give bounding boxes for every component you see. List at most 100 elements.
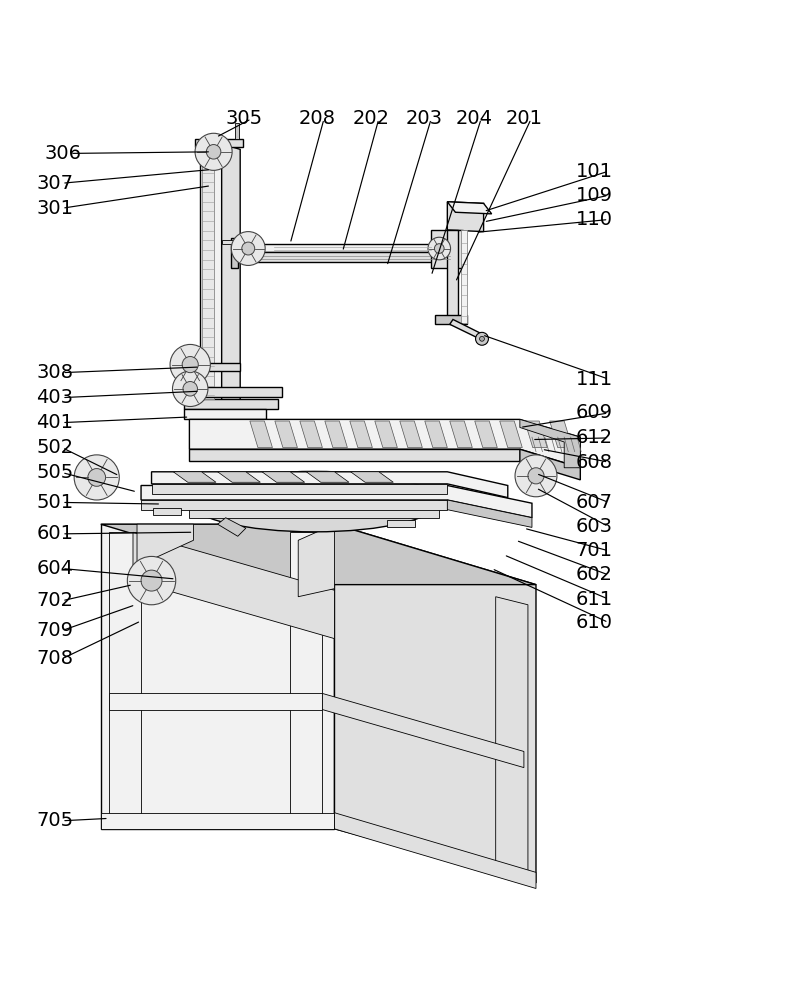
Circle shape	[428, 237, 451, 260]
Polygon shape	[387, 520, 415, 527]
Text: 403: 403	[36, 388, 73, 407]
Circle shape	[434, 244, 444, 253]
Polygon shape	[101, 524, 536, 585]
Polygon shape	[195, 139, 243, 147]
Text: 603: 603	[575, 517, 613, 536]
Polygon shape	[101, 524, 334, 829]
Polygon shape	[218, 472, 260, 482]
Polygon shape	[141, 500, 447, 510]
Polygon shape	[141, 485, 532, 518]
Circle shape	[231, 232, 265, 265]
Polygon shape	[300, 421, 322, 448]
Text: 109: 109	[575, 186, 613, 205]
Ellipse shape	[189, 471, 439, 532]
Circle shape	[170, 344, 210, 385]
Text: 301: 301	[36, 199, 73, 218]
Circle shape	[141, 570, 162, 591]
Polygon shape	[375, 421, 397, 448]
Circle shape	[74, 455, 119, 500]
Text: 401: 401	[36, 413, 73, 432]
Polygon shape	[447, 202, 484, 232]
Text: 208: 208	[298, 109, 335, 128]
Polygon shape	[496, 597, 528, 879]
Polygon shape	[101, 813, 334, 829]
Text: 602: 602	[575, 565, 613, 584]
Text: 609: 609	[575, 403, 613, 422]
Polygon shape	[231, 238, 238, 268]
Text: 502: 502	[36, 438, 73, 457]
Polygon shape	[218, 518, 246, 536]
Polygon shape	[425, 421, 447, 448]
Polygon shape	[184, 409, 266, 419]
Polygon shape	[461, 230, 467, 323]
Polygon shape	[133, 532, 334, 639]
Text: 611: 611	[575, 590, 613, 609]
Polygon shape	[475, 421, 497, 448]
Polygon shape	[200, 144, 222, 403]
Text: 307: 307	[36, 174, 73, 193]
Polygon shape	[275, 421, 297, 448]
Polygon shape	[400, 421, 422, 448]
Polygon shape	[137, 524, 193, 566]
Polygon shape	[435, 315, 467, 324]
Text: 101: 101	[575, 162, 613, 181]
Text: 612: 612	[575, 428, 613, 447]
Polygon shape	[520, 449, 580, 480]
Circle shape	[480, 336, 484, 341]
Polygon shape	[184, 387, 282, 397]
Polygon shape	[525, 421, 547, 448]
Polygon shape	[447, 202, 492, 214]
Polygon shape	[322, 693, 524, 768]
Text: 202: 202	[353, 109, 390, 128]
Polygon shape	[500, 421, 522, 448]
Text: 709: 709	[36, 621, 73, 640]
Polygon shape	[184, 399, 278, 409]
Polygon shape	[450, 421, 472, 448]
Polygon shape	[173, 472, 216, 482]
Polygon shape	[298, 524, 334, 597]
Polygon shape	[306, 472, 349, 482]
Polygon shape	[152, 484, 447, 494]
Polygon shape	[222, 144, 240, 409]
Text: 501: 501	[36, 493, 73, 512]
Polygon shape	[334, 524, 536, 883]
Polygon shape	[222, 240, 238, 244]
Polygon shape	[238, 244, 450, 252]
Circle shape	[515, 455, 557, 497]
Polygon shape	[351, 472, 393, 482]
Circle shape	[127, 556, 176, 605]
Polygon shape	[189, 449, 520, 461]
Circle shape	[183, 382, 197, 396]
Text: 505: 505	[36, 463, 73, 482]
Polygon shape	[334, 813, 536, 888]
Text: 705: 705	[36, 811, 73, 830]
Circle shape	[182, 357, 198, 373]
Text: 305: 305	[226, 109, 263, 128]
Polygon shape	[200, 363, 240, 371]
Text: 708: 708	[36, 649, 73, 668]
Text: 308: 308	[36, 363, 73, 382]
Polygon shape	[189, 504, 439, 518]
Polygon shape	[235, 123, 239, 139]
Circle shape	[195, 133, 232, 170]
Polygon shape	[290, 532, 322, 829]
Polygon shape	[238, 252, 450, 262]
Text: 604: 604	[36, 559, 73, 578]
Text: 201: 201	[505, 109, 542, 128]
Polygon shape	[250, 421, 272, 448]
Circle shape	[172, 371, 208, 407]
Polygon shape	[350, 421, 372, 448]
Polygon shape	[153, 508, 181, 515]
Polygon shape	[109, 693, 322, 710]
Text: 701: 701	[575, 541, 613, 560]
Polygon shape	[325, 421, 347, 448]
Polygon shape	[447, 230, 458, 323]
Circle shape	[206, 145, 221, 159]
Polygon shape	[189, 419, 580, 468]
Circle shape	[476, 332, 488, 345]
Text: 204: 204	[455, 109, 492, 128]
Text: 203: 203	[405, 109, 442, 128]
Polygon shape	[202, 147, 214, 399]
Polygon shape	[109, 532, 141, 829]
Polygon shape	[520, 419, 580, 468]
